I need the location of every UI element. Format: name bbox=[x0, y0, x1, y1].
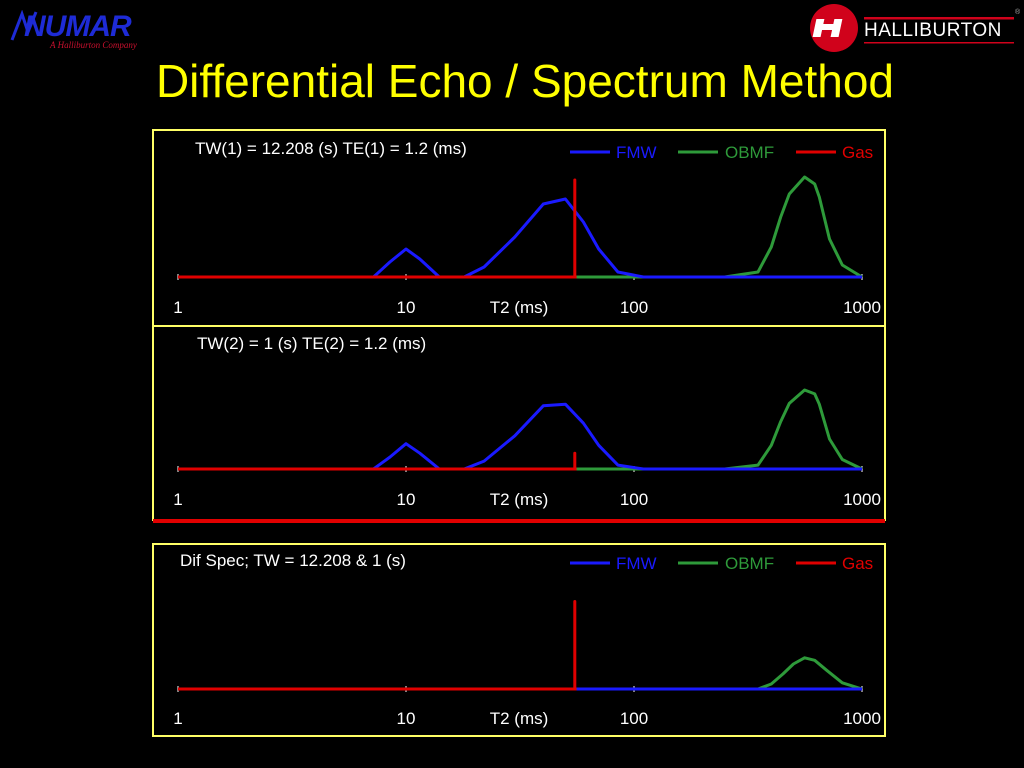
chart-panel-1: 1 10 100 1000 T2 (ms) TW(1) = 12.208 (s) TE(1… bbox=[173, 139, 881, 317]
chart-frame-3 bbox=[152, 543, 886, 737]
legend-label-gas: Gas bbox=[842, 143, 873, 162]
svg-text:®: ® bbox=[1015, 8, 1020, 16]
legend-label-obmf: OBMF bbox=[725, 143, 774, 162]
series-line-obmf bbox=[178, 656, 863, 691]
x-tick-label: 1000 bbox=[843, 709, 881, 728]
halliburton-wordmark: HALLIBURTON bbox=[864, 20, 1002, 41]
series-line-obmf bbox=[178, 175, 863, 279]
chart-annotation: TW(2) = 1 (s) TE(2) = 1.2 (ms) bbox=[197, 334, 426, 353]
x-tick-label: 100 bbox=[620, 709, 648, 728]
series-line-gas bbox=[178, 600, 577, 691]
series-line-fmw bbox=[178, 197, 862, 279]
x-tick-label: 1 bbox=[173, 490, 182, 509]
x-axis-label: T2 (ms) bbox=[490, 709, 549, 728]
x-tick-label: 1000 bbox=[843, 490, 881, 509]
numar-logo: NUMAR A Halliburton Company bbox=[10, 8, 160, 54]
x-tick-label: 10 bbox=[397, 709, 416, 728]
numar-tagline: A Halliburton Company bbox=[50, 40, 137, 50]
x-tick-label: 100 bbox=[620, 490, 648, 509]
chart-panel-3: 1 10 100 1000 T2 (ms) Dif Spec; TW = 12.208 &… bbox=[173, 551, 881, 728]
x-tick-label: 1 bbox=[173, 298, 182, 317]
x-axis-label: T2 (ms) bbox=[490, 490, 549, 509]
numar-wordmark: NUMAR bbox=[24, 10, 132, 43]
x-tick-label: 1000 bbox=[843, 298, 881, 317]
separator-bar bbox=[153, 519, 885, 523]
chart-annotation: Dif Spec; TW = 12.208 & 1 (s) bbox=[180, 551, 406, 570]
x-tick-label: 10 bbox=[397, 490, 416, 509]
x-tick-label: 1 bbox=[173, 709, 182, 728]
chart-panel-2: 1 10 100 1000 T2 (ms) TW(2) = 1 (s) TE(2) = 1… bbox=[173, 334, 881, 509]
legend-label-fmw: FMW bbox=[616, 554, 657, 573]
chart-frame-1 bbox=[152, 129, 886, 327]
x-tick-label: 100 bbox=[620, 298, 648, 317]
halliburton-logo: ® HALLIBURTON bbox=[808, 2, 1020, 52]
chart-annotation: TW(1) = 12.208 (s) TE(1) = 1.2 (ms) bbox=[195, 139, 467, 158]
series-line-gas bbox=[178, 178, 577, 279]
legend-label-obmf: OBMF bbox=[725, 554, 774, 573]
series-line-fmw bbox=[178, 402, 862, 471]
x-axis-label: T2 (ms) bbox=[490, 298, 549, 317]
numar-swoosh-icon bbox=[10, 10, 38, 41]
x-tick-label: 10 bbox=[397, 298, 416, 317]
legend-label-gas: Gas bbox=[842, 554, 873, 573]
legend-label-fmw: FMW bbox=[616, 143, 657, 162]
slide-title: Differential Echo / Spectrum Method bbox=[155, 55, 895, 107]
series-line-gas bbox=[178, 451, 577, 471]
